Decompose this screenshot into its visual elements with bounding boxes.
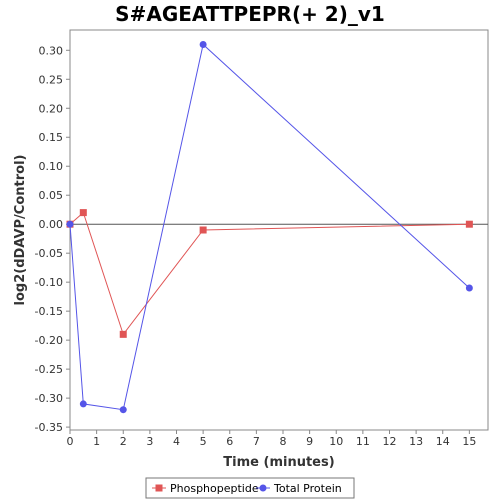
y-tick-label: 0.25: [39, 73, 64, 86]
legend: Phosphopeptide Total Protein: [145, 477, 355, 499]
y-tick-label: -0.05: [35, 247, 63, 260]
x-tick-label: 3: [146, 435, 153, 448]
y-tick-label: -0.30: [35, 392, 63, 405]
legend-phosphopeptide-label: Phosphopeptide: [170, 482, 259, 495]
phosphopeptide-point: [465, 220, 473, 228]
total-protein-point: [199, 40, 207, 48]
x-axis: 0 1 2 3 4 5 6 7 8 9 10 11 12 13 14 15: [67, 430, 476, 448]
x-tick-label: 7: [253, 435, 260, 448]
x-tick-label: 9: [306, 435, 313, 448]
total-protein-point: [465, 284, 473, 292]
series-group: [66, 40, 473, 414]
x-tick-label: 15: [462, 435, 476, 448]
y-tick-label: 0.00: [39, 218, 64, 231]
x-tick-label: 8: [279, 435, 286, 448]
plot-area: [69, 29, 489, 431]
x-tick-label: 0: [67, 435, 74, 448]
x-tick-label: 2: [120, 435, 127, 448]
y-tick-label: 0.15: [39, 131, 64, 144]
y-tick-label: 0.05: [39, 189, 64, 202]
x-tick-label: 13: [409, 435, 423, 448]
x-tick-label: 4: [173, 435, 180, 448]
total-protein-point: [79, 400, 87, 408]
total-protein-point: [66, 220, 74, 228]
chart-title: S#AGEATTPEPR(+ 2)_v1: [115, 2, 385, 26]
legend-box: [145, 477, 355, 499]
legend-total-protein-label: Total Protein: [273, 482, 342, 495]
x-tick-label: 6: [226, 435, 233, 448]
y-tick-label: 0.30: [39, 44, 64, 57]
x-tick-label: 12: [382, 435, 396, 448]
y-tick-label: 0.20: [39, 102, 64, 115]
phosphopeptide-point: [79, 209, 87, 217]
total-protein-point: [119, 406, 127, 414]
legend-phosphopeptide-marker: [155, 484, 163, 492]
y-tick-label: -0.15: [35, 305, 63, 318]
y-axis-title: log2(dDAVP/Control): [13, 155, 28, 306]
y-tick-label: -0.20: [35, 334, 63, 347]
y-tick-label: -0.10: [35, 276, 63, 289]
x-tick-label: 11: [356, 435, 370, 448]
y-tick-label: 0.10: [39, 160, 64, 173]
x-tick-label: 14: [436, 435, 450, 448]
legend-total-protein-marker: [259, 484, 267, 492]
x-axis-title: Time (minutes): [223, 455, 334, 470]
y-tick-label: -0.35: [35, 421, 63, 434]
x-tick-label: 5: [200, 435, 207, 448]
phosphopeptide-point: [199, 226, 207, 234]
y-tick-label: -0.25: [35, 363, 63, 376]
x-tick-label: 1: [93, 435, 100, 448]
y-axis: -0.35 -0.30 -0.25 -0.20 -0.15 -0.10 -0.05 0.00 0…: [35, 44, 70, 434]
x-tick-label: 10: [329, 435, 343, 448]
phosphopeptide-point: [119, 330, 127, 338]
